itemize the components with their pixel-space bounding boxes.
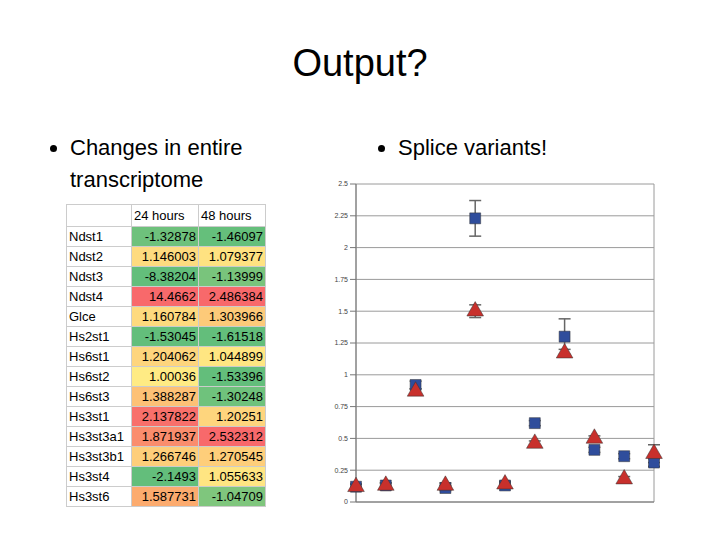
svg-text:2.5: 2.5 xyxy=(338,180,348,187)
svg-text:2.25: 2.25 xyxy=(334,212,348,219)
html-text:Glce: Glce xyxy=(69,309,96,324)
html-text:-8.38204: -8.38204 xyxy=(144,269,196,284)
html-text:-1.53045: -1.53045 xyxy=(144,329,196,344)
html-text:Ndst4: Ndst4 xyxy=(69,289,103,304)
html-text:1.146003: 1.146003 xyxy=(141,249,196,264)
html-text:Hs3st3a1: Hs3st3a1 xyxy=(69,429,124,444)
html-text:1.055633: 1.055633 xyxy=(208,469,263,484)
html-text:Hs6st2: Hs6st2 xyxy=(69,369,110,384)
html-text:-1.32878: -1.32878 xyxy=(144,229,196,244)
html-text:1.871937: 1.871937 xyxy=(141,429,196,444)
html-text:Hs3st4: Hs3st4 xyxy=(69,469,110,484)
html-text:24 hours: 24 hours xyxy=(134,208,185,223)
svg-text:1.5: 1.5 xyxy=(338,308,348,315)
html-text:1.266746: 1.266746 xyxy=(141,449,196,464)
html-text:Hs6st1: Hs6st1 xyxy=(69,349,110,364)
html-text:Ndst2: Ndst2 xyxy=(69,249,103,264)
html-text:1.20251: 1.20251 xyxy=(216,409,263,424)
svg-text:0: 0 xyxy=(344,498,348,505)
html-text:-2.1493: -2.1493 xyxy=(151,469,196,484)
svg-text:1: 1 xyxy=(344,371,348,378)
html-text:-1.61518: -1.61518 xyxy=(211,329,263,344)
html-text:Changes in entire transcriptom: Changes in entire transcriptome xyxy=(70,135,243,192)
html-text:48 hours: 48 hours xyxy=(201,208,252,223)
html-text:-1.53396: -1.53396 xyxy=(211,369,263,384)
html-text:Output?: Output? xyxy=(292,42,428,84)
svg-text:0.25: 0.25 xyxy=(334,467,348,474)
html-text:1.00036: 1.00036 xyxy=(149,369,196,384)
html-text:Ndst1: Ndst1 xyxy=(69,229,103,244)
html-text:1.079377: 1.079377 xyxy=(208,249,263,264)
html-text:1.270545: 1.270545 xyxy=(208,449,263,464)
html-text:1.044899: 1.044899 xyxy=(208,349,263,364)
html-text:1.204062: 1.204062 xyxy=(141,349,196,364)
html-text:Hs2st1: Hs2st1 xyxy=(69,329,110,344)
svg-text:0.5: 0.5 xyxy=(338,435,348,442)
html-text:Hs6st3: Hs6st3 xyxy=(69,389,110,404)
html-text:-1.46097: -1.46097 xyxy=(211,229,263,244)
svg-text:1.25: 1.25 xyxy=(334,339,348,346)
html-text:14.4662: 14.4662 xyxy=(149,289,196,304)
svg-text:1.75: 1.75 xyxy=(334,276,348,283)
html-text:2.486384: 2.486384 xyxy=(208,289,263,304)
html-text:Hs3st1: Hs3st1 xyxy=(69,409,110,424)
html-text:-1.30248: -1.30248 xyxy=(211,389,263,404)
html-text:1.587731: 1.587731 xyxy=(141,489,196,504)
html-text:1.303966: 1.303966 xyxy=(208,309,263,324)
html-text:-1.04709: -1.04709 xyxy=(211,489,263,504)
html-text:2.137822: 2.137822 xyxy=(141,409,196,424)
html-text:1.160784: 1.160784 xyxy=(141,309,196,324)
html-text:Splice variants!: Splice variants! xyxy=(398,135,548,160)
svg-text:0.75: 0.75 xyxy=(334,403,348,410)
svg-text:2: 2 xyxy=(344,244,348,251)
html-text:-1.13999: -1.13999 xyxy=(211,269,263,284)
html-text:Hs3st6: Hs3st6 xyxy=(69,489,110,504)
html-text:Ndst3: Ndst3 xyxy=(69,269,103,284)
html-text:2.532312: 2.532312 xyxy=(208,429,263,444)
html-text:1.388287: 1.388287 xyxy=(141,389,196,404)
html-text:Hs3st3b1: Hs3st3b1 xyxy=(69,449,124,464)
